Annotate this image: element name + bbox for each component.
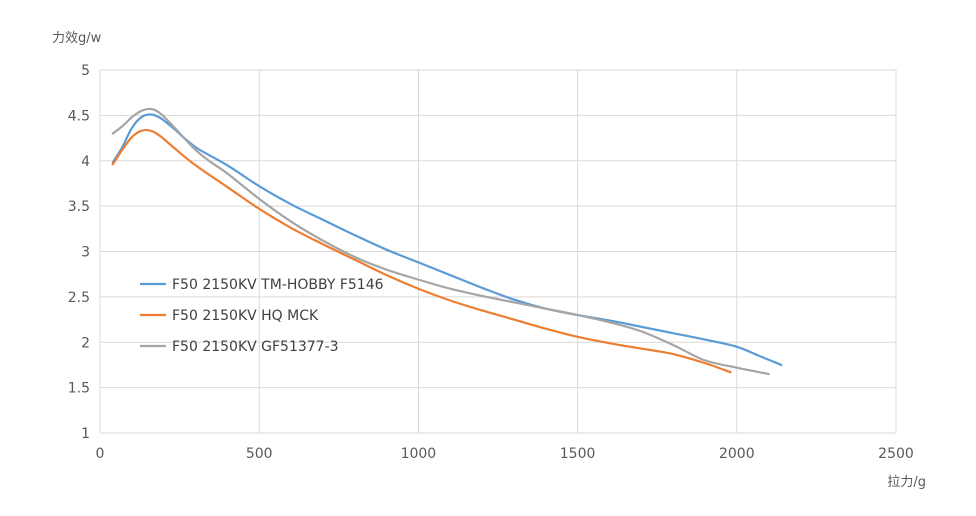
y-tick-label: 1 [81,426,90,442]
series-layer [111,107,783,376]
series-line-f50-2150kv-gf51377-3 [111,107,770,376]
y-tick-label: 3.5 [68,199,90,215]
y-tick-label: 4.5 [68,108,90,124]
legend-label: F50 2150KV GF51377-3 [172,339,339,355]
y-tick-label: 5 [81,63,90,79]
x-tick-label: 1500 [560,446,596,462]
legend: F50 2150KV TM-HOBBY F5146 F50 2150KV HQ M… [140,277,384,355]
y-tick-label: 2 [81,335,90,351]
axis-layer: 1 1.5 2 2.5 3 3.5 4 4.5 5 0 500 1000 1500 2000 2500 [68,63,914,462]
x-tick-label: 2000 [719,446,755,462]
y-tick-label: 3 [81,245,90,261]
y-tick-label: 1.5 [68,381,90,397]
x-tick-label: 1000 [401,446,437,462]
x-tick-label: 2500 [878,446,914,462]
x-tick-label: 500 [246,446,273,462]
x-tick-label: 0 [96,446,105,462]
x-axis-title: 拉力/g [887,475,926,490]
legend-label: F50 2150KV TM-HOBBY F5146 [172,277,384,293]
y-tick-label: 2.5 [68,290,90,306]
grid-layer [99,69,897,434]
legend-label: F50 2150KV HQ MCK [172,308,319,324]
y-tick-label: 4 [81,154,90,170]
series-line-f50-2150kv-tm-hobby-f5146 [111,113,783,367]
y-axis-title: 力效g/w [52,31,102,46]
series-line-f50-2150kv-hq-mck [111,128,732,374]
